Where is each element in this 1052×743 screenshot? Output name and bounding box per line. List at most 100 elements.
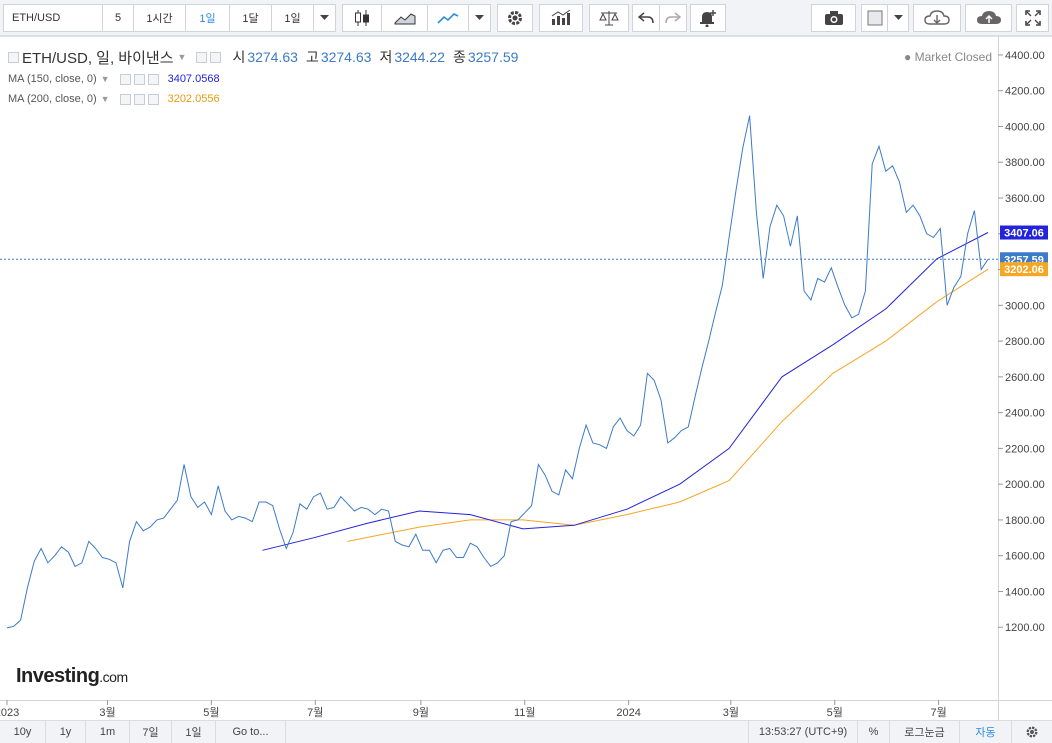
legend-title: ETH/USD, 일, 바이낸스 — [22, 49, 174, 67]
x-tick-label: 5월 — [203, 706, 219, 719]
market-status: ● Market Closed — [904, 50, 992, 64]
drawing-square-icon — [867, 10, 882, 26]
interval-custom-label: 1일 — [284, 13, 301, 25]
interval-dropdown-button[interactable] — [313, 4, 336, 32]
chart-properties-button[interactable] — [1012, 721, 1052, 743]
clock-text: 13:53:27 (UTC+9) — [758, 726, 848, 738]
area-chart-icon — [394, 13, 415, 25]
chevron-down-icon[interactable]: ▼ — [177, 52, 187, 62]
settings-gear-icon — [1026, 726, 1038, 738]
chevron-down-icon[interactable]: ▼ — [100, 74, 110, 84]
chart-type-dropdown-button[interactable] — [468, 4, 491, 32]
indicators-button[interactable] — [539, 4, 583, 32]
y-tick-label: 1600.00 — [1005, 551, 1045, 563]
interval-1mo-button[interactable]: 1달 — [229, 4, 272, 32]
add-alert-button[interactable] — [690, 4, 726, 32]
range-10y-label: 10y — [13, 726, 32, 738]
load-layout-button[interactable] — [913, 4, 961, 32]
y-tick-label: 4200.00 — [1005, 86, 1045, 98]
compare-scale-icon — [599, 11, 619, 26]
symbol-search-input[interactable]: ETH/USD — [3, 4, 103, 32]
collapse-legend-icon[interactable] — [8, 51, 19, 63]
close-value: 3257.59 — [467, 49, 519, 65]
interval-1d-button[interactable]: 1일 — [185, 4, 230, 32]
x-axis: 2023 3월 5월 7월 9월 11월 2024 3월 5월 7월 — [0, 700, 947, 719]
visibility-icon[interactable] — [119, 93, 131, 105]
price-chart[interactable]: 4400.004200.004000.003800.003600.003400.… — [0, 36, 1052, 720]
undo-button[interactable] — [632, 4, 660, 32]
x-tick-label: 2024 — [616, 707, 640, 719]
ma150-legend: MA (150, close, 0) ▼ 3407.0568 — [8, 70, 220, 88]
candlestick-button[interactable] — [342, 4, 382, 32]
investing-logo: Investing.com — [16, 665, 128, 688]
range-1y-label: 1y — [59, 726, 72, 738]
settings-gear-icon[interactable] — [210, 51, 222, 63]
interval-custom-button[interactable]: 1일 — [271, 4, 314, 32]
redo-icon — [665, 12, 681, 24]
bottom-bar: 10y 1y 1m 7일 1일 Go to... 13:53:27 (UTC+9… — [0, 720, 1052, 743]
settings-button[interactable] — [497, 4, 533, 32]
area-chart-button[interactable] — [381, 4, 428, 32]
screenshot-button[interactable] — [811, 4, 856, 32]
high-value: 3274.63 — [320, 49, 372, 65]
top-toolbar: ETH/USD 5 1시간 1일 1달 1일 — [0, 0, 1052, 36]
line-chart-button[interactable] — [427, 4, 469, 32]
logo-suffix: .com — [99, 669, 128, 685]
y-tick-label: 4000.00 — [1005, 121, 1045, 133]
price-label-box — [1000, 225, 1048, 240]
low-value: 3244.22 — [394, 49, 445, 65]
close-icon[interactable] — [147, 73, 159, 85]
compare-button[interactable] — [589, 4, 629, 32]
goto-date-button[interactable]: Go to... — [216, 721, 286, 743]
y-axis: 4400.004200.004000.003800.003600.003400.… — [998, 50, 1045, 634]
open-value: 3274.63 — [247, 49, 298, 65]
visibility-icon[interactable] — [119, 73, 131, 85]
range-7d-button[interactable]: 7일 — [130, 721, 172, 743]
auto-scale-button[interactable]: 자동 — [960, 721, 1012, 743]
y-tick-label: 1400.00 — [1005, 586, 1045, 598]
interval-1h-button[interactable]: 1시간 — [133, 4, 186, 32]
cloud-load-icon — [924, 10, 950, 25]
drawing-style-button[interactable] — [861, 4, 888, 32]
percent-label: % — [868, 726, 879, 738]
indicators-icon — [551, 10, 571, 25]
main-legend: ETH/USD, 일, 바이낸스 ▼ 시 3274.63 고 3274.63 저 32… — [8, 48, 519, 67]
x-tick-label: 9월 — [413, 706, 429, 719]
x-tick-label: 7월 — [930, 706, 946, 719]
ma200-legend-value: 3202.0556 — [167, 93, 220, 105]
log-scale-button[interactable]: 로그눈금 — [890, 721, 960, 743]
ma150-series-line — [262, 232, 989, 551]
y-tick-label: 3000.00 — [1005, 300, 1045, 312]
range-1d-button[interactable]: 1일 — [172, 721, 216, 743]
range-1m-label: 1m — [99, 726, 116, 738]
price-label-box — [1000, 262, 1048, 277]
x-tick-label: 3월 — [723, 706, 739, 719]
close-icon[interactable] — [147, 93, 159, 105]
y-tick-label: 1200.00 — [1005, 622, 1045, 634]
range-10y-button[interactable]: 10y — [0, 721, 46, 743]
price-label-text: 3407.06 — [1004, 228, 1044, 240]
fullscreen-icon — [1024, 10, 1041, 26]
clock-timezone[interactable]: 13:53:27 (UTC+9) — [748, 721, 858, 743]
line-chart-icon — [437, 13, 459, 24]
redo-button[interactable] — [659, 4, 687, 32]
y-tick-label: 4400.00 — [1005, 50, 1045, 62]
x-tick-label: 5월 — [827, 706, 843, 719]
settings-gear-icon[interactable] — [133, 73, 145, 85]
interval-5-button[interactable]: 5 — [102, 4, 134, 32]
drawing-style-dropdown-button[interactable] — [887, 4, 909, 32]
chevron-down-icon — [320, 15, 329, 20]
range-1m-button[interactable]: 1m — [86, 721, 130, 743]
x-tick-label: 3월 — [99, 706, 115, 719]
open-label: 시 — [232, 49, 246, 65]
add-alert-icon — [700, 10, 716, 27]
chevron-down-icon[interactable]: ▼ — [100, 94, 110, 104]
visibility-icon[interactable] — [196, 51, 208, 63]
percent-scale-button[interactable]: % — [858, 721, 890, 743]
range-1y-button[interactable]: 1y — [46, 721, 86, 743]
high-label: 고 — [305, 49, 319, 65]
x-tick-label: 2023 — [0, 707, 19, 719]
save-layout-button[interactable] — [965, 4, 1012, 32]
settings-gear-icon[interactable] — [133, 93, 145, 105]
fullscreen-button[interactable] — [1016, 4, 1049, 32]
